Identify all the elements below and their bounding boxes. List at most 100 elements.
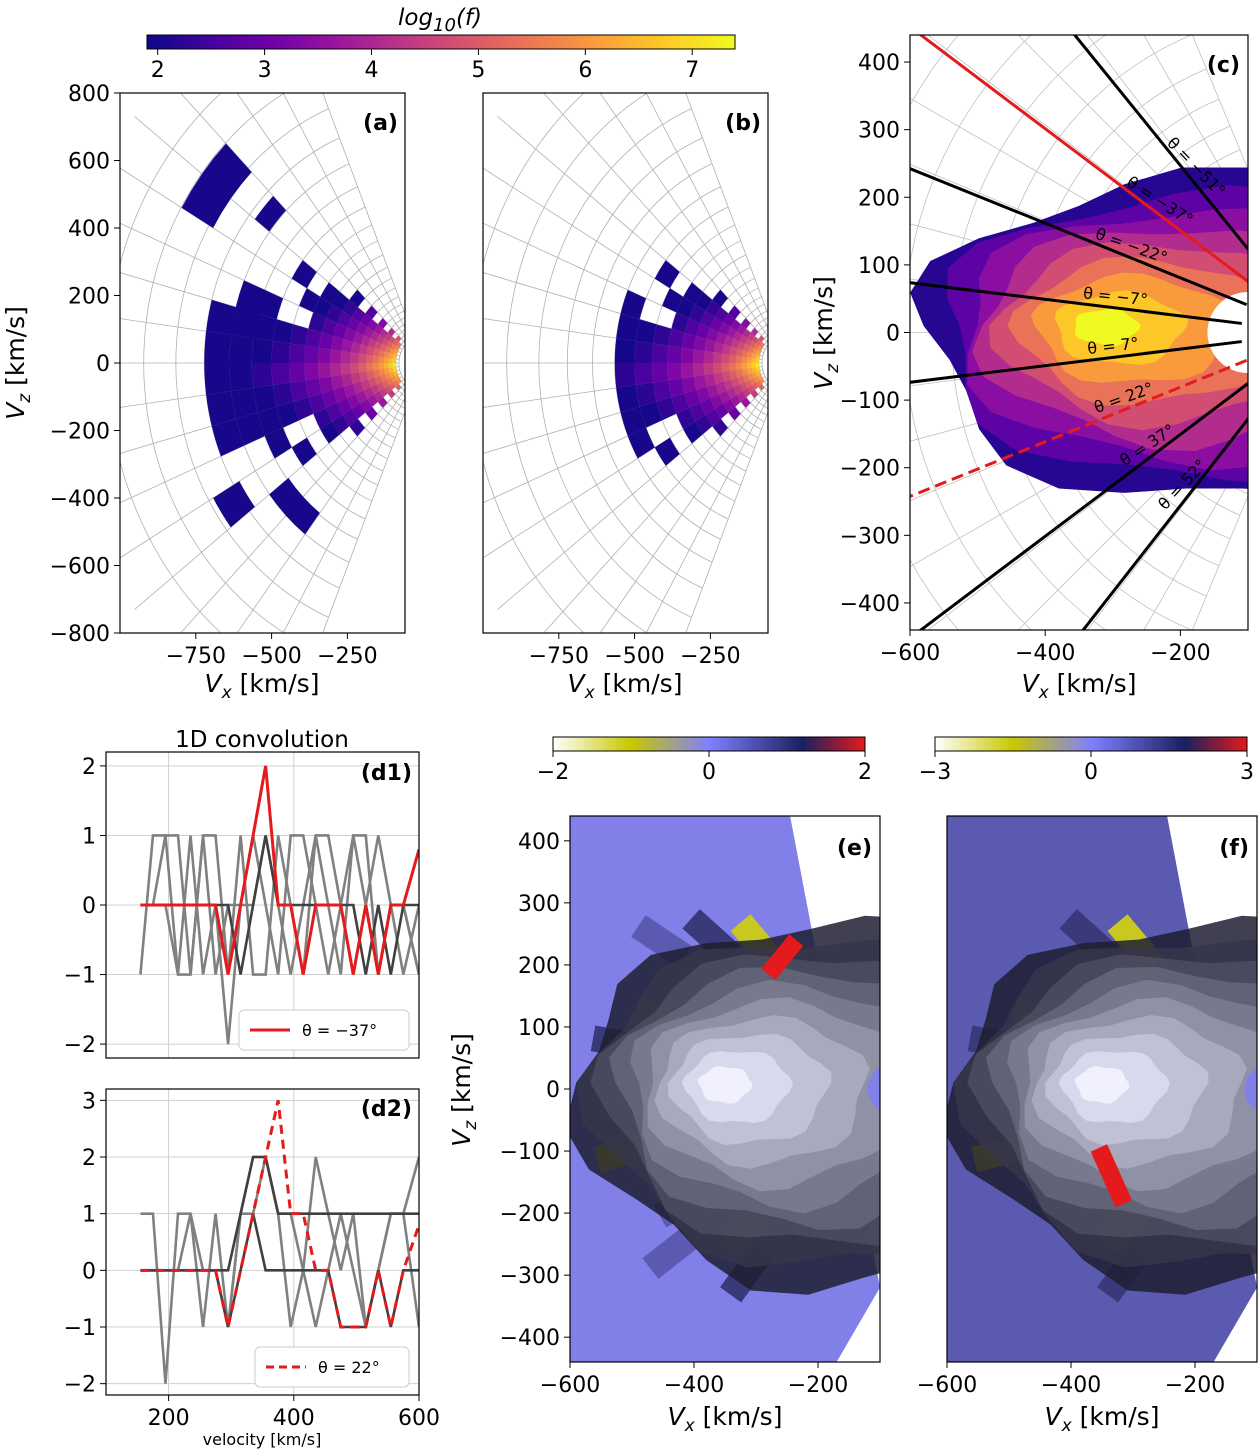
colorbar-tick-label: 6 [578,58,592,83]
y-tick-label: 200 [858,186,900,211]
sector-cell [341,339,353,353]
sector-cell [388,382,396,390]
sector-cell [700,398,715,415]
sector-cell [740,397,751,408]
sector-cell [755,339,762,346]
sector-cell [377,397,388,408]
y-tick-label: 2 [82,1146,96,1171]
sector-cell [736,324,747,335]
sector-cell [320,282,340,305]
sector-cell [392,363,397,368]
sector-cell [756,349,761,356]
sector-cell [383,351,390,358]
panel-d1: 1D convolution (d1) 2 1 0 −1 −2 θ = −37° [64,727,420,1059]
sector-cell [366,370,375,380]
sector-cell [739,334,748,344]
sector-cell [355,390,368,404]
grid-ring [398,344,405,382]
sector-cell [706,383,719,399]
sector-cell [713,363,723,374]
sector-cell [723,335,734,347]
sector-cell [728,305,741,320]
panel-d2-label: (d2) [361,1097,412,1122]
sector-cell [689,402,706,422]
sector-cell [326,402,343,422]
sector-cell [370,384,380,395]
sector-cell [676,407,696,430]
sector-cell [654,260,680,289]
sector-cell [747,346,754,353]
sector-cell [731,377,740,388]
map-stripe [642,1223,703,1279]
sector-cell [751,352,757,359]
sector-cell [363,387,374,399]
sector-cell [332,414,350,435]
series-line [140,1100,419,1329]
sector-cell [635,319,657,344]
colorbar-tick-label: 0 [1084,760,1098,785]
sector-cell [366,346,375,356]
sector-cell [733,384,743,395]
y-tick-label: 600 [68,150,110,175]
colorbar-tick-label: −2 [537,760,569,785]
sector-cell [330,336,344,352]
sector-cell [213,481,255,528]
angle-line [918,381,1248,630]
grid-ring [483,93,585,633]
sector-cell [378,356,384,363]
sector-cell [308,312,327,333]
sector-cell [231,387,258,419]
sector-cell [236,412,265,446]
series-line [140,765,419,975]
sector-cell [254,195,286,232]
y-tick-label: 800 [68,82,110,107]
sector-cell [376,382,385,392]
colorbar-top: log10(f) 2 3 4 5 6 7 [146,5,736,83]
grid-ring [592,163,713,563]
y-tick-label: −200 [500,1202,560,1227]
colorbar-f-bar [934,736,1248,752]
grid-ring [506,93,649,633]
sector-cell [204,331,232,363]
grid-spoke [322,93,405,316]
map-level [697,1066,753,1104]
sector-cell [304,345,319,363]
sector-cell [388,336,396,344]
panel-c-ylabel: Vz [km/s] [809,276,843,390]
sector-cell [318,332,334,350]
y-tick-label: 400 [858,51,900,76]
sector-cell [753,376,760,383]
sector-cell [384,385,392,394]
sector-cell [380,374,387,383]
colorbar-top-bar [146,34,736,50]
x-tick-label: −600 [880,641,940,666]
sector-cell [394,374,400,381]
sector-cell [291,437,317,466]
sector-cell [736,348,744,357]
angle-line [918,35,1248,284]
sector-cell [392,339,399,346]
sector-cell [730,319,741,332]
panel-d1-legend-text: θ = −37° [302,1021,377,1040]
sector-cell [343,383,356,399]
sector-cell [321,318,338,337]
sector-cell [693,363,705,377]
panel-f-map [947,816,1257,1362]
grid-ring [910,35,1032,630]
sector-cell [718,390,731,404]
sector-cell [616,385,640,413]
sector-cell [726,327,737,339]
sector-cell [291,260,317,289]
sector-cell [736,391,747,402]
panel-b: (b) −750 −500 −250 Vx [km/s] [482,92,769,703]
sector-cell [378,363,384,370]
colorbar-tick-label: 2 [151,58,165,83]
sector-cell [340,351,351,363]
sector-cell [366,354,374,363]
panel-c-contour [910,167,1248,493]
sector-cell [706,327,719,343]
sector-cell [700,311,715,328]
y-tick-label: 0 [546,1078,560,1103]
panel-e-ylabel: Vz [km/s] [447,1033,481,1147]
sector-cell [358,363,367,373]
